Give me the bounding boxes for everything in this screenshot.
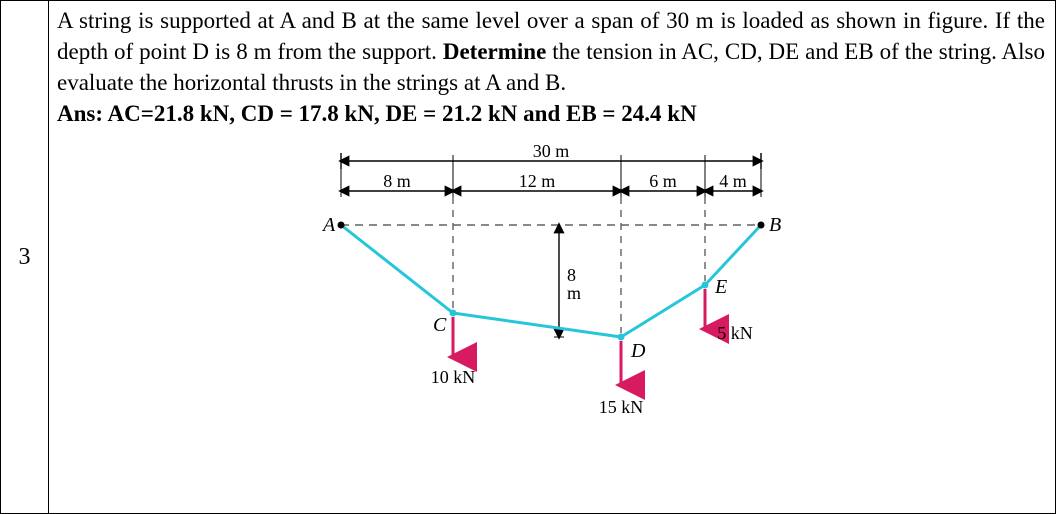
svg-text:A: A [321, 214, 336, 236]
svg-text:12 m: 12 m [519, 171, 556, 191]
svg-text:10 kN: 10 kN [431, 367, 476, 387]
svg-text:30 m: 30 m [533, 141, 570, 161]
prose-part-1b: Determine [443, 39, 546, 64]
svg-text:4 m: 4 m [719, 171, 747, 191]
svg-text:E: E [714, 276, 727, 298]
svg-text:m: m [567, 283, 581, 303]
svg-text:6 m: 6 m [649, 171, 677, 191]
figure-container: 30 m 8 m 12 m 6 m 4 m 8m A B C D E 10 kN 15 kN 5 kN [57, 137, 1045, 427]
svg-text:5 kN: 5 kN [717, 323, 753, 343]
svg-text:D: D [630, 340, 646, 362]
svg-text:8 m: 8 m [383, 171, 411, 191]
svg-text:8: 8 [567, 265, 576, 285]
content-cell: A string is supported at A and B at the … [49, 1, 1055, 513]
row-number: 3 [19, 244, 31, 271]
problem-statement: A string is supported at A and B at the … [57, 5, 1045, 98]
row-number-cell: 3 [1, 1, 49, 513]
svg-text:B: B [769, 214, 781, 236]
svg-text:15 kN: 15 kN [599, 397, 644, 417]
string-diagram: 30 m 8 m 12 m 6 m 4 m 8m A B C D E 10 kN 15 kN 5 kN [281, 137, 821, 427]
svg-text:C: C [433, 314, 447, 336]
question-row: 3 A string is supported at A and B at th… [0, 0, 1056, 514]
answer-line: Ans: AC=21.8 kN, CD = 17.8 kN, DE = 21.2… [57, 98, 1045, 129]
